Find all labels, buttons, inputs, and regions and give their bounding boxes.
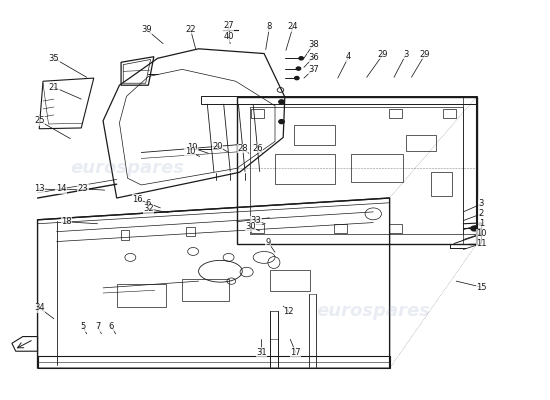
Text: 32: 32: [143, 204, 153, 213]
Bar: [270, 270, 311, 291]
Text: 34: 34: [34, 303, 45, 312]
Bar: [443, 109, 456, 118]
Circle shape: [471, 226, 477, 231]
Text: 2: 2: [478, 209, 484, 218]
Text: 36: 36: [308, 53, 318, 62]
Bar: [117, 284, 166, 307]
Bar: [251, 224, 264, 233]
Bar: [334, 224, 347, 233]
Text: 24: 24: [288, 22, 298, 31]
Text: 28: 28: [237, 144, 248, 153]
Bar: [431, 172, 453, 196]
Bar: [351, 154, 403, 182]
Text: 14: 14: [56, 184, 67, 194]
Bar: [120, 230, 129, 240]
Text: 21: 21: [49, 83, 59, 92]
Text: 3: 3: [403, 50, 409, 59]
Text: 25: 25: [34, 116, 45, 125]
Circle shape: [279, 100, 284, 104]
Bar: [388, 224, 401, 233]
Text: 1: 1: [478, 219, 484, 228]
Text: 38: 38: [308, 40, 318, 49]
Text: 22: 22: [185, 24, 196, 34]
Circle shape: [295, 76, 299, 80]
Bar: [406, 136, 436, 150]
Circle shape: [296, 67, 301, 70]
Circle shape: [279, 120, 284, 124]
Text: 11: 11: [476, 239, 487, 248]
Text: 39: 39: [141, 25, 152, 34]
Text: eurospares: eurospares: [70, 159, 185, 177]
Text: 16: 16: [132, 195, 143, 204]
Text: 4: 4: [346, 52, 351, 61]
Text: 19: 19: [187, 143, 197, 152]
Text: 10: 10: [476, 229, 487, 238]
Text: 13: 13: [34, 184, 45, 194]
Text: 6: 6: [108, 322, 114, 331]
Text: 3: 3: [478, 200, 484, 208]
Text: 7: 7: [95, 322, 100, 331]
Text: 12: 12: [283, 307, 294, 316]
Text: 40: 40: [223, 32, 234, 42]
Bar: [275, 154, 335, 184]
Bar: [251, 109, 264, 118]
Text: 17: 17: [290, 348, 301, 357]
Circle shape: [299, 57, 304, 60]
Text: eurospares: eurospares: [316, 302, 430, 320]
Bar: [186, 227, 195, 236]
Bar: [182, 279, 229, 301]
Text: 29: 29: [420, 50, 430, 59]
Text: 10: 10: [185, 147, 195, 156]
Text: 26: 26: [252, 144, 263, 153]
Bar: [388, 109, 401, 118]
Text: 33: 33: [250, 216, 261, 225]
Text: 5: 5: [80, 322, 85, 331]
Text: 8: 8: [267, 22, 272, 31]
Text: 37: 37: [308, 65, 318, 74]
Text: 23: 23: [78, 184, 88, 194]
Text: 27: 27: [223, 21, 234, 30]
Text: 29: 29: [378, 50, 388, 59]
Text: 31: 31: [256, 348, 267, 357]
Text: 9: 9: [266, 238, 271, 247]
Text: 15: 15: [476, 282, 487, 292]
Text: 20: 20: [212, 142, 223, 151]
Text: 18: 18: [61, 217, 72, 226]
Text: 30: 30: [245, 222, 256, 232]
Text: 35: 35: [48, 54, 59, 63]
Bar: [294, 125, 335, 144]
Text: 6: 6: [146, 199, 151, 208]
